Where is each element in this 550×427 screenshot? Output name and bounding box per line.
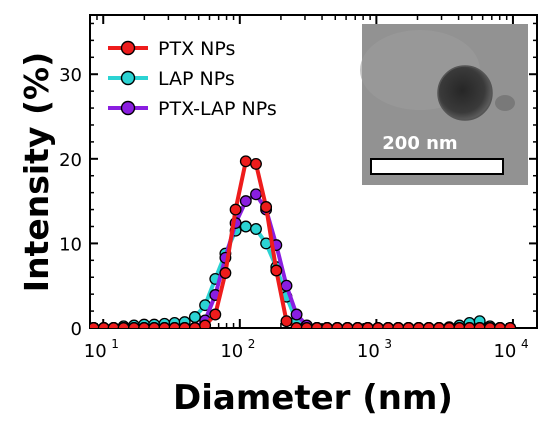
data-point xyxy=(97,322,110,328)
data-point xyxy=(239,195,252,208)
data-point xyxy=(361,322,374,328)
nanoparticle-image xyxy=(437,65,493,121)
data-point xyxy=(290,322,303,328)
data-point xyxy=(392,322,405,328)
data-point xyxy=(250,223,262,235)
data-point xyxy=(178,322,191,328)
data-point xyxy=(433,322,445,328)
y-tick-label: 0 xyxy=(71,319,82,340)
data-point xyxy=(199,319,212,328)
legend-item: PTX NPs xyxy=(108,38,235,60)
legend-item: LAP NPs xyxy=(108,68,235,90)
data-point xyxy=(412,322,425,328)
x-tick-label-exponent: 1 xyxy=(111,337,119,351)
data-point xyxy=(90,322,100,328)
data-point xyxy=(341,322,354,328)
series-ptx-nps xyxy=(90,155,517,328)
data-point xyxy=(219,267,232,279)
legend-label: PTX NPs xyxy=(158,38,235,60)
legend-label: LAP NPs xyxy=(158,68,235,90)
data-point xyxy=(148,322,161,328)
data-point xyxy=(250,188,262,201)
tem-inset-shadow xyxy=(495,95,515,111)
legend-label: PTX-LAP NPs xyxy=(158,98,277,120)
data-point xyxy=(209,308,222,321)
data-point xyxy=(483,322,496,328)
data-point xyxy=(188,322,201,328)
x-tick-label: 10 xyxy=(84,341,107,362)
y-tick-label: 20 xyxy=(59,150,82,171)
legend-marker xyxy=(120,70,136,86)
y-tick-label: 30 xyxy=(59,65,82,86)
data-point xyxy=(229,203,242,216)
data-point xyxy=(128,322,140,328)
y-axis-title: Intensity (%) xyxy=(17,52,56,292)
x-tick-labels: 10 1 10 2 10 3 10 4 xyxy=(84,337,529,362)
legend-item: PTX-LAP NPs xyxy=(108,98,277,120)
legend: PTX NPs LAP NPs PTX-LAP NPs xyxy=(108,38,277,120)
x-tick-label-exponent: 3 xyxy=(384,337,392,351)
x-tick-label: 10 xyxy=(357,341,380,362)
data-point xyxy=(331,322,344,328)
data-point xyxy=(473,322,486,328)
data-point xyxy=(138,322,151,328)
data-point xyxy=(239,220,252,233)
data-point xyxy=(463,322,476,328)
tem-inset: 200 nm xyxy=(360,24,528,185)
data-point xyxy=(107,322,120,328)
x-tick-label: 10 xyxy=(220,341,243,362)
data-point xyxy=(351,322,364,328)
data-point xyxy=(372,322,384,328)
x-tick-label-exponent: 2 xyxy=(248,337,256,351)
scale-bar-label: 200 nm xyxy=(382,133,457,154)
x-tick-label-exponent: 4 xyxy=(521,337,529,351)
data-point xyxy=(402,322,415,328)
data-point xyxy=(239,155,252,168)
data-point xyxy=(117,322,130,328)
legend-marker xyxy=(120,40,136,56)
data-point xyxy=(290,308,303,321)
data-point xyxy=(494,322,506,328)
data-point xyxy=(321,322,334,328)
series-line xyxy=(93,192,511,328)
y-tick-label: 10 xyxy=(59,234,82,255)
data-point xyxy=(280,315,293,328)
data-point xyxy=(311,322,323,328)
data-point xyxy=(260,201,273,213)
scale-bar xyxy=(370,158,504,175)
data-point xyxy=(270,264,283,277)
data-point xyxy=(453,322,466,328)
data-point xyxy=(250,157,262,170)
data-point xyxy=(422,322,435,328)
data-point xyxy=(504,322,517,328)
data-point xyxy=(158,322,171,328)
data-point xyxy=(188,311,201,323)
data-point xyxy=(168,322,181,328)
data-point xyxy=(300,322,313,328)
x-tick-label: 10 xyxy=(493,341,516,362)
legend-marker xyxy=(120,100,136,116)
y-tick-labels: 0 10 20 30 xyxy=(59,65,82,340)
data-point xyxy=(443,322,456,328)
series-layer xyxy=(90,155,517,328)
data-point xyxy=(382,322,395,328)
data-point xyxy=(280,279,293,292)
x-axis-title: Diameter (nm) xyxy=(173,378,453,418)
